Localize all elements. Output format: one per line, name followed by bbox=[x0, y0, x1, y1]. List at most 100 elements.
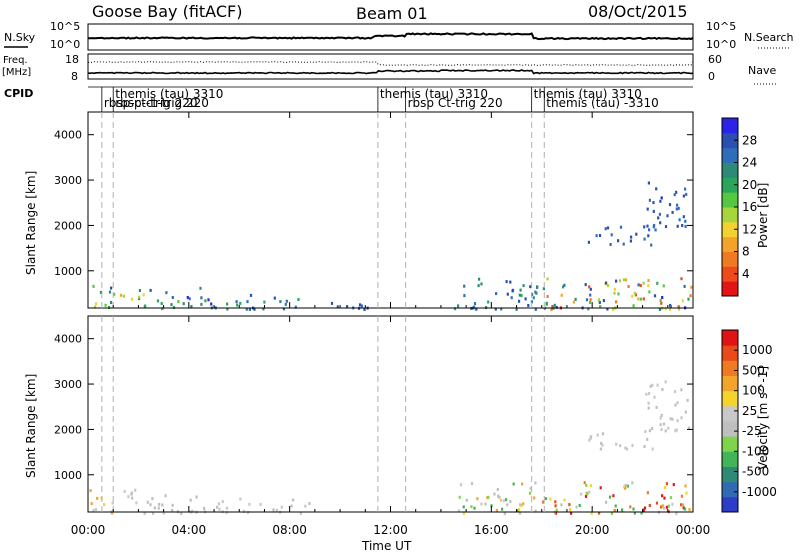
data-cell bbox=[642, 281, 645, 285]
colorbar-segment bbox=[722, 177, 738, 193]
data-cell bbox=[669, 417, 672, 421]
data-cell bbox=[494, 307, 497, 311]
data-cell bbox=[151, 497, 154, 501]
data-cell bbox=[518, 511, 522, 515]
data-cell bbox=[171, 503, 174, 507]
data-cell bbox=[120, 293, 123, 297]
data-cell bbox=[574, 297, 577, 301]
data-cell bbox=[199, 286, 202, 290]
data-cell bbox=[545, 302, 548, 306]
data-cell bbox=[676, 224, 679, 228]
data-cell bbox=[684, 410, 687, 414]
data-cell bbox=[500, 307, 503, 311]
data-cell bbox=[632, 304, 635, 308]
data-cell bbox=[506, 292, 509, 296]
y-tick-label: 2000 bbox=[54, 423, 82, 436]
date-title: 08/Oct/2015 bbox=[588, 2, 688, 21]
data-cell bbox=[647, 401, 650, 405]
data-cell bbox=[459, 483, 463, 487]
data-cell bbox=[108, 290, 112, 294]
data-cell bbox=[127, 495, 130, 499]
data-cell bbox=[90, 502, 93, 506]
data-cell bbox=[687, 297, 690, 301]
data-cell bbox=[646, 437, 649, 441]
y-tick-label: 1000 bbox=[54, 469, 82, 482]
data-cell bbox=[639, 284, 642, 287]
data-cell bbox=[680, 277, 683, 281]
data-cell bbox=[666, 214, 669, 218]
data-cell bbox=[660, 413, 663, 417]
colorbar-segment bbox=[722, 162, 738, 178]
data-cell bbox=[605, 500, 608, 504]
colorbar-frame bbox=[721, 329, 739, 513]
data-cell bbox=[680, 388, 683, 392]
data-cell bbox=[475, 307, 478, 311]
data-cell bbox=[89, 489, 92, 493]
data-cell bbox=[518, 299, 521, 303]
data-cell bbox=[207, 298, 210, 302]
data-cell bbox=[235, 300, 238, 304]
y-tick-label: 4000 bbox=[54, 129, 82, 142]
data-cell bbox=[588, 490, 591, 494]
data-cell bbox=[542, 500, 545, 504]
colorbar-segment bbox=[722, 147, 738, 163]
data-cell bbox=[226, 302, 229, 306]
data-cell bbox=[644, 430, 647, 433]
data-cell bbox=[203, 507, 206, 510]
data-cell bbox=[138, 295, 141, 299]
colorbar-segment bbox=[722, 496, 738, 513]
colorbar-segment bbox=[722, 192, 738, 208]
noise-tick-high-left: 10^5 bbox=[50, 20, 80, 33]
data-cell bbox=[652, 209, 655, 213]
data-cell bbox=[664, 486, 667, 489]
data-cell bbox=[487, 495, 490, 499]
data-cell bbox=[200, 302, 203, 306]
data-cell bbox=[619, 444, 622, 448]
data-cell bbox=[551, 305, 554, 308]
data-cell bbox=[615, 442, 618, 446]
x-tick-label: 04:00 bbox=[172, 523, 207, 537]
x-tick-label: 20:00 bbox=[575, 523, 610, 537]
data-cell bbox=[606, 307, 609, 311]
data-cell bbox=[530, 300, 533, 304]
data-cell bbox=[598, 511, 601, 515]
data-cell bbox=[660, 428, 663, 431]
data-cell bbox=[655, 501, 659, 505]
data-cell bbox=[99, 290, 103, 294]
freq-trace bbox=[87, 61, 694, 66]
y-tick-label: 2000 bbox=[54, 219, 82, 232]
data-cell bbox=[606, 284, 610, 288]
data-cell bbox=[463, 284, 466, 288]
data-cell bbox=[589, 301, 592, 304]
data-cell bbox=[665, 482, 668, 486]
data-cell bbox=[477, 284, 480, 288]
data-cell bbox=[584, 283, 587, 287]
colorbar-tick-label: 500 bbox=[742, 363, 765, 377]
data-cell bbox=[135, 501, 138, 505]
data-cell bbox=[478, 277, 481, 281]
data-cell bbox=[647, 406, 650, 410]
colorbar-segment bbox=[722, 221, 738, 238]
data-cell bbox=[487, 300, 490, 304]
data-cell bbox=[149, 503, 152, 507]
data-cell bbox=[652, 201, 655, 205]
data-cell bbox=[188, 297, 191, 301]
data-cell bbox=[520, 294, 523, 298]
data-cell bbox=[633, 511, 636, 515]
data-cell bbox=[156, 299, 160, 303]
data-cell bbox=[601, 443, 604, 447]
data-cell bbox=[529, 285, 532, 289]
data-cell bbox=[158, 502, 161, 506]
data-cell bbox=[669, 305, 672, 308]
colorbar-tick-label: 25 bbox=[742, 404, 757, 418]
data-cell bbox=[110, 286, 113, 290]
data-cell bbox=[470, 505, 473, 509]
data-cell bbox=[615, 300, 618, 304]
data-cell bbox=[605, 281, 608, 285]
data-cell bbox=[643, 506, 647, 510]
noise-tick-low-left: 10^0 bbox=[50, 38, 80, 51]
data-cell bbox=[602, 299, 605, 303]
data-cell bbox=[685, 491, 688, 495]
data-cell bbox=[685, 192, 688, 196]
